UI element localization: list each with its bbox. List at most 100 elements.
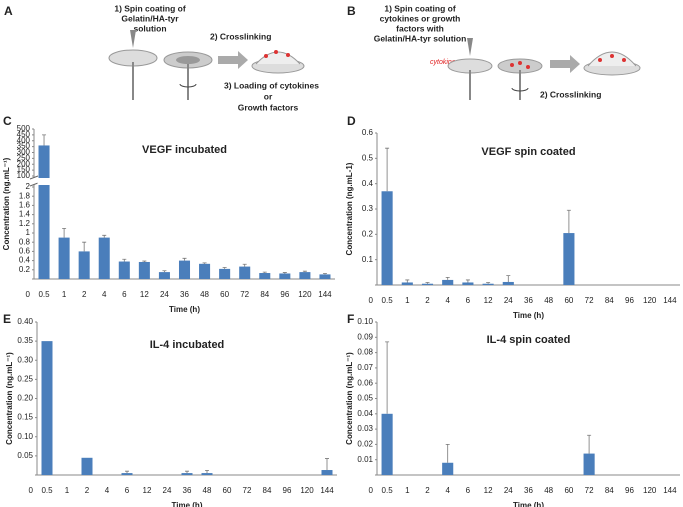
x-tick-label: 60 xyxy=(564,296,573,305)
y-tick-label: 0 xyxy=(26,290,31,299)
y-tick-label: 0.2 xyxy=(19,265,31,274)
y-tick-label: 1.6 xyxy=(19,201,31,210)
error-bar xyxy=(587,434,592,454)
x-tick-label: 72 xyxy=(585,486,594,495)
step-text: 2) Crosslinking xyxy=(540,89,601,99)
dot xyxy=(264,54,268,58)
x-tick-label: 6 xyxy=(125,486,130,495)
x-tick-label: 2 xyxy=(425,486,430,495)
error-bar xyxy=(162,270,167,273)
x-tick-label: 4 xyxy=(105,486,110,495)
error-bar xyxy=(445,277,450,280)
y-tick-label: 0.5 xyxy=(362,153,374,162)
bar xyxy=(199,263,211,279)
x-tick-label: 6 xyxy=(466,296,471,305)
bar xyxy=(583,453,595,475)
y-tick-label: 0.6 xyxy=(362,128,374,137)
step-text: 1) Spin coating of xyxy=(384,3,455,13)
x-tick-label: 24 xyxy=(504,296,513,305)
x-tick-label: 1 xyxy=(62,290,67,299)
y-axis-title: Concentration (ng.mL-1) xyxy=(345,162,354,255)
error-bar xyxy=(465,279,470,283)
x-tick-label: 120 xyxy=(643,486,657,495)
error-bar xyxy=(42,134,47,146)
x-tick-label: 1 xyxy=(405,296,410,305)
bar xyxy=(41,341,53,475)
x-tick-label: 84 xyxy=(263,486,272,495)
bar xyxy=(118,261,130,279)
chart-title: VEGF incubated xyxy=(142,144,227,156)
bar xyxy=(279,273,291,279)
bar xyxy=(321,470,333,475)
bar xyxy=(178,260,191,279)
chart-title: IL-4 spin coated xyxy=(487,334,571,346)
y-tick-label: 200 xyxy=(17,159,31,168)
y-tick-label: 0.4 xyxy=(19,256,31,265)
error-bar xyxy=(405,279,410,283)
y-tick-label: 0.10 xyxy=(357,317,373,326)
bar xyxy=(462,282,474,285)
x-tick-label: 84 xyxy=(260,290,269,299)
step-text: 3) Loading of cytokines xyxy=(224,80,319,90)
x-axis-title: Time (h) xyxy=(169,305,200,314)
axis-break-mark xyxy=(29,175,39,180)
y-tick-label: 300 xyxy=(17,148,31,157)
y-tick-label: 0.3 xyxy=(362,204,374,213)
y-tick-label: 0.03 xyxy=(357,424,373,433)
x-tick-label: 120 xyxy=(300,486,314,495)
bar xyxy=(121,473,133,475)
error-bar xyxy=(122,258,127,262)
x-tick-label: 144 xyxy=(320,486,334,495)
y-tick-label: 1 xyxy=(26,228,31,237)
x-tick-label: 96 xyxy=(283,486,292,495)
error-bar xyxy=(182,257,187,261)
y-tick-label: 0.07 xyxy=(357,363,373,372)
y-tick-label: 0.04 xyxy=(357,409,373,418)
dot xyxy=(622,58,626,62)
y-tick-label: 0 xyxy=(369,296,374,305)
error-bar xyxy=(566,209,571,234)
x-tick-label: 84 xyxy=(605,296,614,305)
x-tick-label: 96 xyxy=(280,290,289,299)
x-tick-label: 96 xyxy=(625,486,634,495)
step-text: cytokines or growth xyxy=(380,13,461,23)
y-tick-label: 0.1 xyxy=(362,255,374,264)
error-bar xyxy=(125,470,129,474)
x-tick-label: 1 xyxy=(405,486,410,495)
y-tick-label: 0.4 xyxy=(362,179,374,188)
x-tick-label: 4 xyxy=(445,486,450,495)
bar xyxy=(239,266,251,279)
x-axis-title: Time (h) xyxy=(513,311,544,320)
dot xyxy=(286,53,290,57)
error-bar xyxy=(82,241,87,252)
bar xyxy=(138,261,150,279)
panel-letter: E xyxy=(3,312,11,326)
error-bar xyxy=(302,270,307,273)
bar xyxy=(181,473,193,475)
error-bar xyxy=(62,228,67,238)
y-tick-label: 0.8 xyxy=(19,237,31,246)
y-tick-label: 100 xyxy=(17,171,31,180)
bar xyxy=(98,237,110,279)
nozzle xyxy=(130,30,136,48)
bar xyxy=(81,457,93,475)
x-tick-label: 72 xyxy=(585,296,594,305)
y-tick-label: 0 xyxy=(29,486,34,495)
error-bar xyxy=(385,147,390,192)
chart-title: VEGF spin coated xyxy=(481,146,575,158)
x-tick-label: 24 xyxy=(163,486,172,495)
x-tick-label: 2 xyxy=(425,296,430,305)
bar xyxy=(381,191,393,285)
bar xyxy=(442,279,454,285)
y-tick-label: 0.6 xyxy=(19,247,31,256)
bar xyxy=(219,268,231,279)
error-bar xyxy=(185,470,189,474)
error-bar xyxy=(506,275,511,282)
bar xyxy=(201,473,213,475)
gel-dome xyxy=(587,51,637,67)
x-tick-label: 36 xyxy=(180,290,189,299)
x-tick-label: 84 xyxy=(605,486,614,495)
arrow xyxy=(218,51,248,69)
x-tick-label: 6 xyxy=(122,290,127,299)
step-text: Growth factors xyxy=(238,102,299,112)
